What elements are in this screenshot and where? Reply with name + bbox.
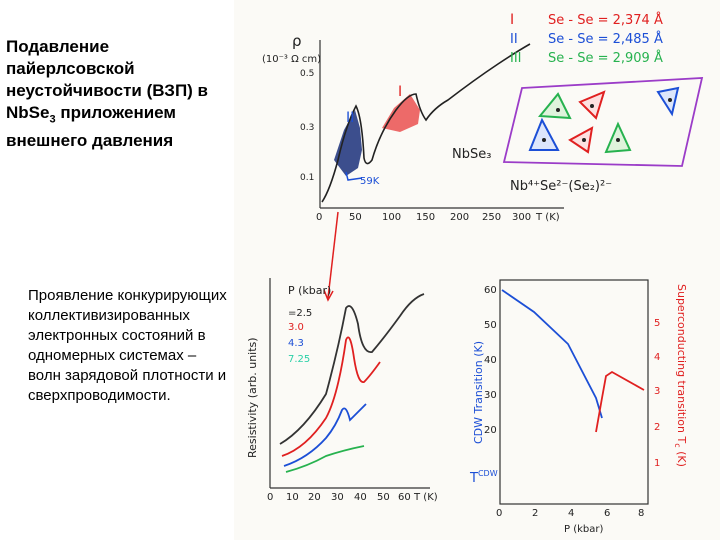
pd-left-label: CDW Transition (K)	[472, 341, 485, 444]
pd-left-tick: 20	[484, 425, 497, 436]
compound-label: NbSe₃	[452, 147, 491, 162]
top-x-tick: 50	[349, 212, 362, 223]
bond-length-III: Se - Se = 2,909 Å	[548, 50, 663, 66]
bl-x-tick: 10	[286, 492, 299, 503]
bl-x-tick: 30	[331, 492, 344, 503]
top-y-tick: 0.1	[300, 173, 314, 183]
bond-length-list: I Se - Se = 2,374 Å II Se - Se = 2,485 Å…	[510, 12, 663, 66]
pd-right-tick: 2	[654, 422, 660, 433]
tc-line	[595, 370, 645, 433]
handwritten-figure: ρ (10⁻³ Ω cm) 0.5 0.3 0.1 0 50 100 150 2…	[234, 0, 720, 540]
bl-x-tick: 60	[398, 492, 411, 503]
curve-7-25kbar	[285, 445, 365, 473]
bl-x-tick: 20	[308, 492, 321, 503]
bond-length-I: Se - Se = 2,374 Å	[548, 12, 663, 28]
pd-left-tick: 50	[484, 320, 497, 331]
t-cdw-symbol: TCDW	[469, 469, 498, 486]
unit-cell-outline	[502, 77, 704, 167]
atom-dot	[590, 104, 594, 108]
bond-roman-II: II	[510, 32, 518, 47]
pd-right-tick: 5	[654, 318, 660, 329]
pointer-arrow-head	[323, 289, 334, 302]
legend-title: P (kbar)	[288, 284, 331, 297]
anomaly-low-shading	[334, 110, 362, 176]
atom-dot	[582, 138, 586, 142]
figure-canvas: ρ (10⁻³ Ω cm) 0.5 0.3 0.1 0 50 100 150 2…	[246, 12, 704, 535]
top-y-tick: 0.5	[300, 69, 314, 79]
pd-frame	[499, 279, 649, 505]
top-x-tick: 0	[316, 212, 322, 223]
top-resistivity-chart: ρ (10⁻³ Ω cm) 0.5 0.3 0.1 0 50 100 150 2…	[262, 32, 564, 302]
pd-right-tick: 1	[654, 458, 660, 469]
bl-x-tick: 0	[267, 492, 273, 503]
legend-entry: 3.0	[288, 322, 304, 333]
bl-x-tick: 50	[377, 492, 390, 503]
legend-entry: 7.25	[288, 354, 310, 365]
pressure-resistivity-chart: Resistivity (arb. units) P (kbar) =2.5 3…	[246, 278, 438, 503]
bond-length-II: Se - Se = 2,485 Å	[548, 31, 663, 47]
low-temp-tail	[345, 171, 363, 181]
pd-x-label: P (kbar)	[564, 524, 603, 535]
crystal-structure-sketch: Nb⁴⁺Se²⁻(Se₂)²⁻	[502, 77, 704, 194]
transition-I-label: I	[398, 84, 402, 100]
top-y-tick: 0.3	[300, 123, 314, 133]
bond-roman-I: I	[510, 12, 514, 28]
top-y-unit: (10⁻³ Ω cm)	[262, 54, 321, 65]
top-x-tick: 150	[416, 212, 435, 223]
legend-entry: =2.5	[288, 308, 312, 319]
triangle-red-2	[568, 126, 594, 154]
pd-left-tick: 40	[484, 355, 497, 366]
pd-x-tick: 8	[638, 508, 644, 519]
curve-3-0kbar	[281, 336, 381, 457]
pd-x-tick: 0	[496, 508, 502, 519]
bl-y-label: Resistivity (arb. units)	[246, 337, 259, 458]
resistivity-curve	[321, 43, 531, 203]
pd-x-tick: 2	[532, 508, 538, 519]
bl-x-label: T (K)	[413, 492, 438, 503]
pd-right-label: Superconducting transition Tc (K)	[673, 284, 688, 467]
top-y-symbol: ρ	[292, 32, 302, 50]
legend-entry: 4.3	[288, 338, 304, 349]
curve-4-3kbar	[283, 403, 367, 467]
curve-2-5kbar	[279, 293, 425, 445]
t-cdw-line	[501, 289, 603, 419]
top-x-tick: 250	[482, 212, 501, 223]
pointer-arrow	[327, 211, 339, 299]
bl-x-tick: 40	[354, 492, 367, 503]
triangle-green-1	[537, 92, 572, 120]
triangle-blue-2	[528, 117, 560, 151]
slide-body-text: Проявление конкурирующих коллективизиров…	[28, 287, 227, 404]
pd-right-tick: 3	[654, 386, 660, 397]
ionic-formula: Nb⁴⁺Se²⁻(Se₂)²⁻	[510, 179, 612, 194]
top-x-tick: 100	[382, 212, 401, 223]
pd-x-tick: 6	[604, 508, 610, 519]
transition-II-label: II	[346, 110, 354, 126]
anomaly-high-shading	[382, 94, 420, 132]
atom-dot	[542, 138, 546, 142]
triangle-blue-1	[656, 86, 680, 117]
top-x-label: T (K)	[535, 212, 560, 223]
slide-title: Подавление пайерлсовской неустойчивости …	[6, 37, 208, 151]
pd-left-tick: 60	[484, 285, 497, 296]
top-x-tick: 200	[450, 212, 469, 223]
pd-right-tick: 4	[654, 352, 660, 363]
t-59k-label: 59K	[360, 176, 380, 187]
atom-dot	[668, 98, 672, 102]
bond-roman-III: III	[510, 51, 522, 66]
phase-diagram-chart: CDW Transition (K) TCDW 60 50 40 30 20 5…	[469, 279, 688, 535]
atom-dot	[556, 108, 560, 112]
atom-dot	[616, 138, 620, 142]
pd-x-tick: 4	[568, 508, 574, 519]
pd-left-tick: 30	[484, 390, 497, 401]
top-x-tick: 300	[512, 212, 531, 223]
